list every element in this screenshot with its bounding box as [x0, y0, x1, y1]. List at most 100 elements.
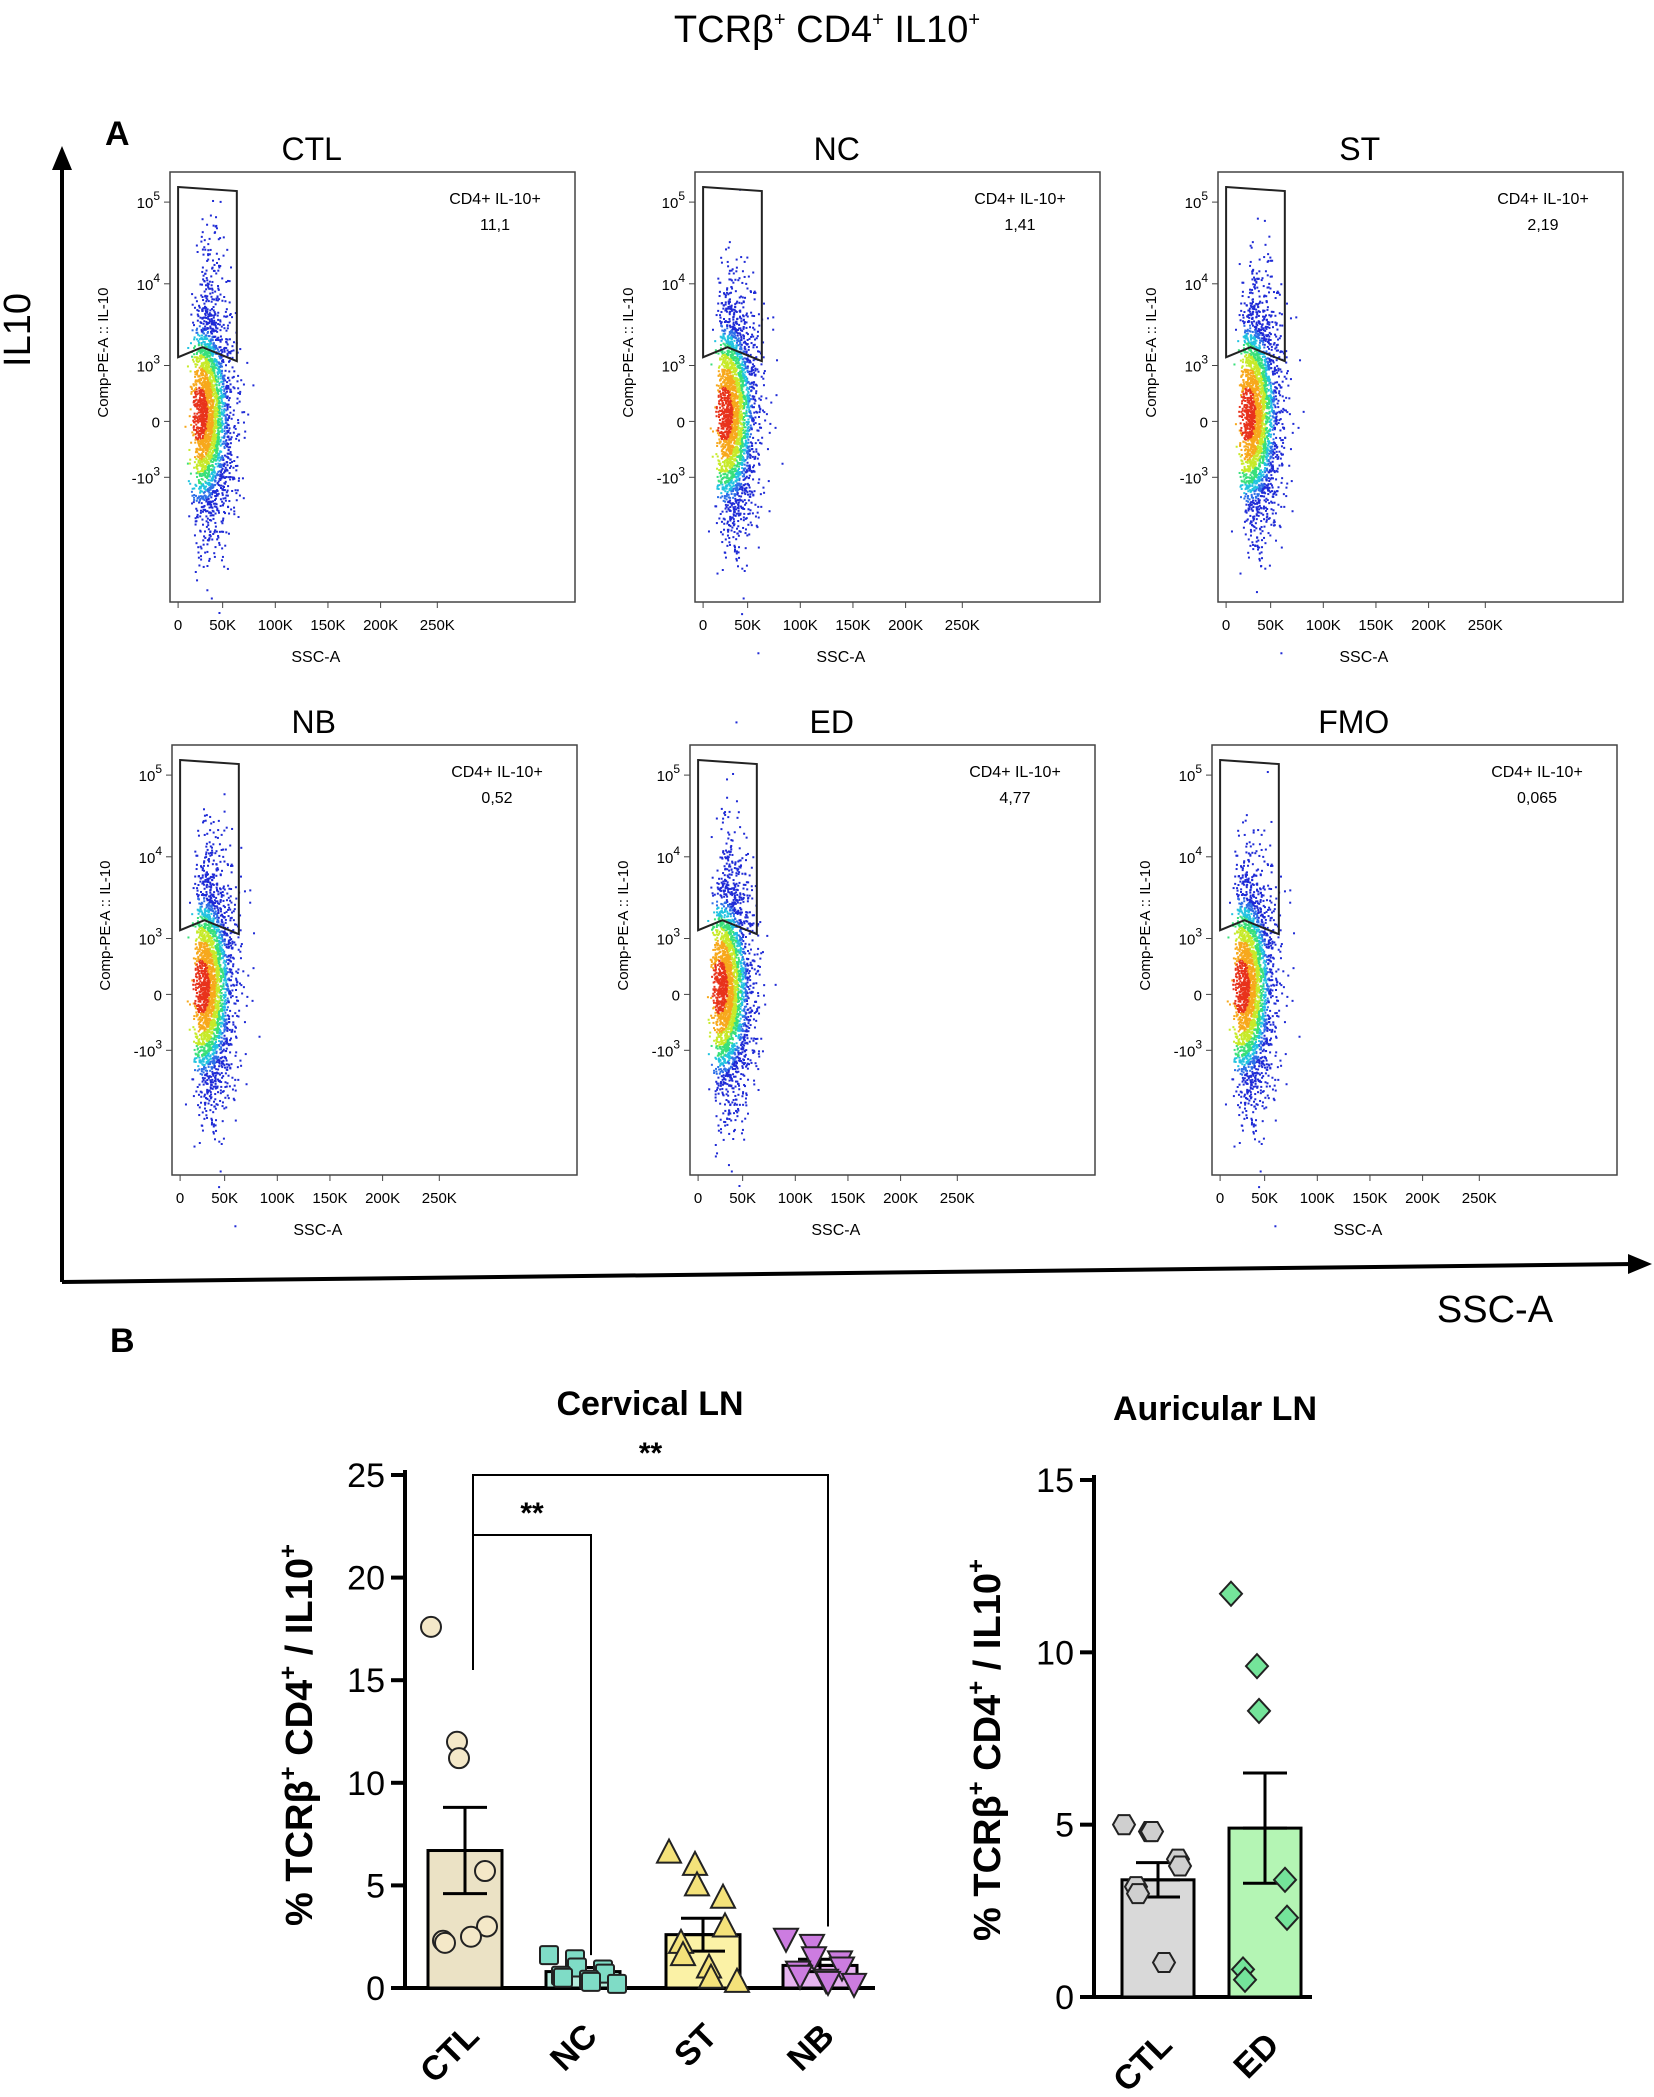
flow-event	[733, 520, 736, 523]
flow-plot-gate-name: CD4+ IL-10+	[974, 191, 1066, 208]
flow-event	[241, 477, 244, 480]
flow-event	[225, 329, 228, 332]
flow-event	[202, 385, 205, 388]
flow-event	[200, 428, 203, 431]
flow-event	[213, 484, 216, 487]
flow-event	[223, 427, 226, 430]
flow-event	[722, 488, 725, 491]
flow-event	[762, 384, 765, 387]
flow-plot-x-label: SSC-A	[816, 649, 865, 666]
flow-event	[227, 532, 230, 535]
flow-event	[732, 513, 735, 516]
flow-event	[742, 516, 745, 519]
flow-event	[202, 338, 205, 341]
flow-event	[211, 469, 214, 472]
flow-event	[216, 449, 219, 452]
flow-event	[221, 396, 224, 399]
flow-event	[223, 315, 226, 318]
flow-event	[730, 468, 733, 471]
flow-event	[211, 298, 214, 301]
flow-event	[747, 441, 750, 444]
flow-event	[190, 392, 193, 395]
flow-event	[210, 597, 213, 600]
flow-event	[718, 409, 721, 412]
flow-event	[225, 425, 228, 428]
flow-event	[736, 334, 739, 337]
flow-event	[731, 370, 734, 373]
flow-event	[209, 488, 212, 491]
flow-event	[210, 456, 213, 459]
flow-event	[210, 284, 213, 287]
flow-event	[733, 400, 736, 403]
flow-event	[723, 293, 726, 296]
flow-event	[207, 355, 210, 358]
flow-event	[212, 475, 215, 478]
flow-event	[732, 281, 735, 284]
flow-event	[710, 363, 713, 366]
flow-event	[206, 223, 209, 226]
flow-event	[214, 376, 217, 379]
flow-event	[747, 348, 750, 351]
flow-event	[199, 426, 202, 429]
flow-event	[744, 434, 747, 437]
flow-event	[208, 280, 211, 283]
flow-event	[204, 480, 207, 483]
flow-event	[728, 425, 731, 428]
flow-event	[207, 249, 210, 252]
flow-event	[207, 524, 210, 527]
flow-event	[719, 314, 722, 317]
flow-event	[717, 395, 720, 398]
flow-event	[736, 339, 739, 342]
flow-event	[217, 411, 220, 414]
flow-event	[211, 417, 214, 420]
flow-event	[755, 337, 758, 340]
flow-event	[195, 437, 198, 440]
flow-event	[726, 288, 729, 291]
flow-event	[718, 472, 721, 475]
flow-event	[201, 231, 204, 234]
flow-event	[193, 466, 196, 469]
flow-event	[756, 330, 759, 333]
flow-plot-gate-name: CD4+ IL-10+	[449, 191, 541, 208]
flow-event	[215, 360, 218, 363]
flow-event	[200, 424, 203, 427]
flow-event	[212, 427, 215, 430]
flow-event	[200, 235, 203, 238]
flow-event	[747, 445, 750, 448]
flow-event	[208, 401, 211, 404]
flow-event	[209, 376, 212, 379]
flow-event	[215, 227, 218, 230]
flow-event	[726, 456, 729, 459]
flow-event	[211, 457, 214, 460]
flow-event	[729, 525, 732, 528]
flow-event	[198, 386, 201, 389]
flow-event	[229, 478, 232, 481]
flow-event	[723, 476, 726, 479]
flow-event	[222, 489, 225, 492]
flow-event	[195, 390, 198, 393]
flow-event	[729, 543, 732, 546]
flow-event	[738, 296, 741, 299]
flow-event	[743, 491, 746, 494]
flow-event	[201, 309, 204, 312]
flow-event	[205, 515, 208, 518]
flow-event	[201, 402, 204, 405]
flow-event	[760, 363, 763, 366]
flow-event	[193, 412, 196, 415]
flow-event	[218, 477, 221, 480]
flow-event	[201, 350, 204, 353]
flow-event	[233, 425, 236, 428]
flow-event	[750, 369, 753, 372]
flow-event	[761, 409, 764, 412]
flow-event	[732, 496, 735, 499]
flow-event	[722, 375, 725, 378]
flow-event	[732, 408, 735, 411]
flow-event	[204, 439, 207, 442]
flow-event	[207, 452, 210, 455]
flow-event	[723, 528, 726, 531]
flow-event	[202, 322, 205, 325]
flow-event	[229, 390, 232, 393]
flow-event	[220, 398, 223, 401]
flow-event	[209, 426, 212, 429]
flow-event	[211, 405, 214, 408]
